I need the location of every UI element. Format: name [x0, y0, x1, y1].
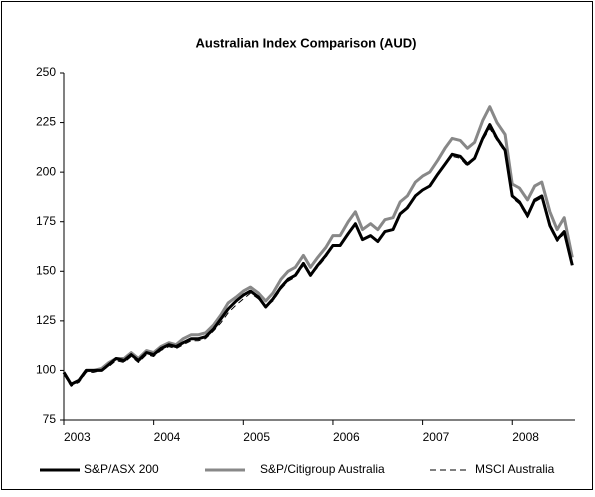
series-line	[62, 123, 574, 386]
series-line	[62, 105, 574, 386]
legend-label: MSCI Australia	[475, 462, 555, 476]
x-tick-label: 2005	[243, 430, 270, 444]
y-tick-label: 250	[36, 65, 56, 79]
chart-title: Australian Index Comparison (AUD)	[195, 35, 416, 50]
x-tick-label: 2008	[512, 430, 539, 444]
y-tick-label: 225	[36, 115, 56, 129]
y-tick-label: 100	[36, 363, 56, 377]
x-tick-label: 2003	[64, 430, 91, 444]
x-tick-label: 2006	[333, 430, 360, 444]
y-tick-label: 125	[36, 313, 56, 327]
y-tick-label: 200	[36, 164, 56, 178]
x-tick-label: 2007	[423, 430, 450, 444]
frame	[1, 1, 593, 490]
y-tick-label: 75	[43, 412, 57, 426]
y-tick-label: 150	[36, 263, 56, 277]
x-tick-label: 2004	[154, 430, 181, 444]
legend-label: S&P/Citigroup Australia	[260, 462, 385, 476]
y-tick-label: 175	[36, 214, 56, 228]
legend-label: S&P/ASX 200	[84, 462, 159, 476]
